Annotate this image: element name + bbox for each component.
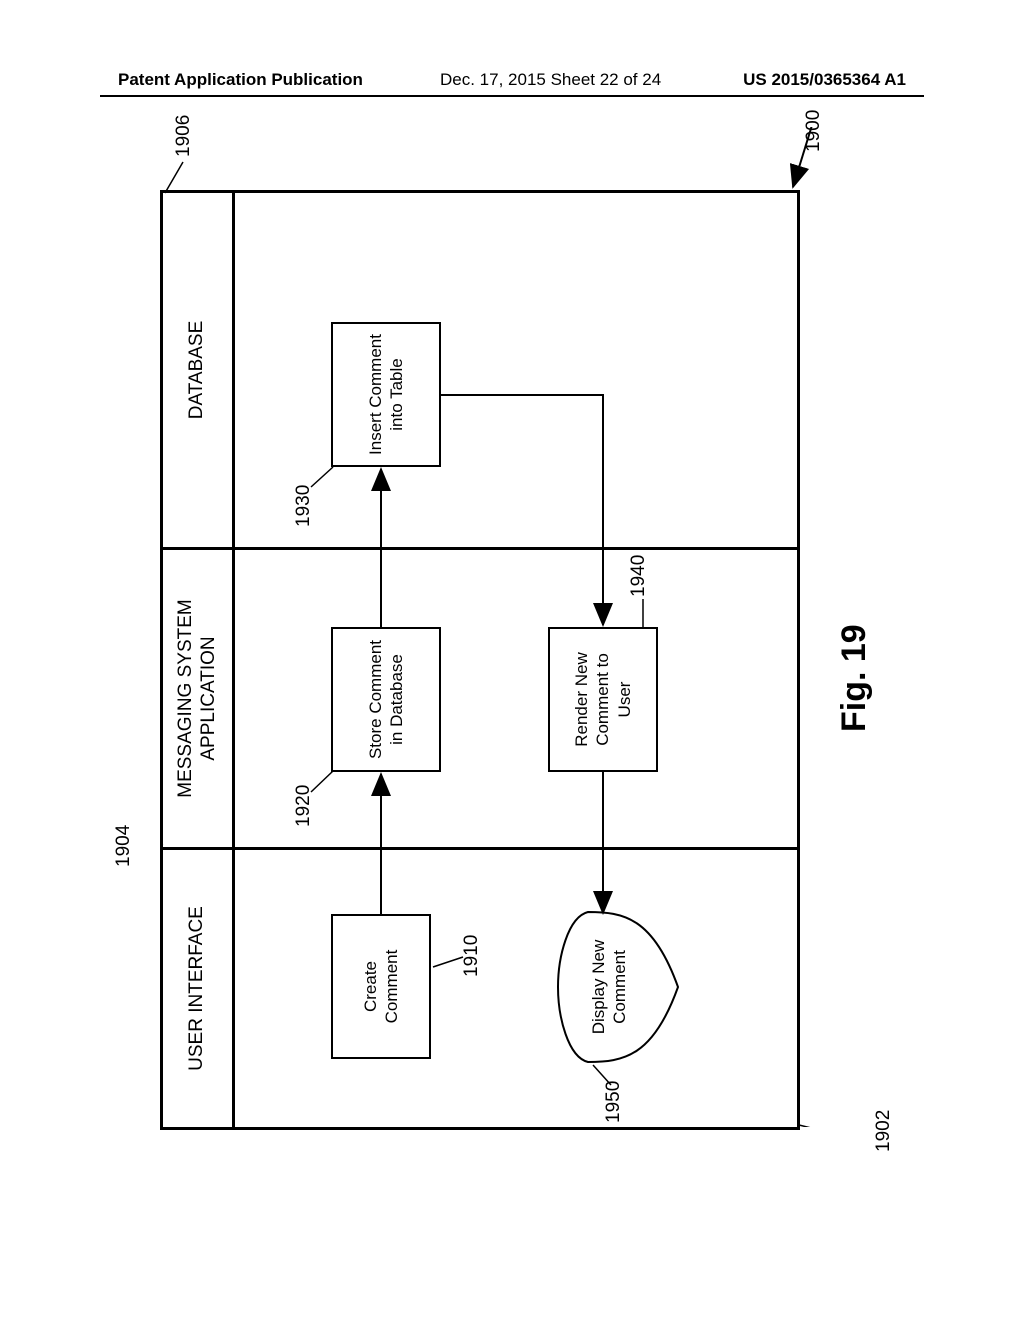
lane-user-interface: USER INTERFACE	[163, 847, 797, 1127]
figure-label: Fig. 19	[835, 624, 874, 732]
header-left-text: Patent Application Publication	[118, 70, 363, 90]
node-insert-comment: Insert Comment into Table	[331, 322, 441, 467]
node-display-comment: Display New Comment	[553, 907, 683, 1067]
lane-header-ui: USER INTERFACE	[163, 850, 235, 1127]
ref-1910: 1910	[461, 935, 483, 977]
lane-database: DATABASE	[163, 193, 797, 547]
ref-1904: 1904	[113, 825, 135, 867]
ref-1940: 1940	[628, 555, 650, 597]
node-display-comment-label: Display New Comment	[588, 907, 631, 1067]
diagram-rotated-wrapper: USER INTERFACE MESSAGING SYSTEM APPLICAT…	[10, 340, 950, 980]
node-render-comment: Render New Comment to User	[548, 627, 658, 772]
header-rule	[100, 95, 924, 97]
page: Patent Application Publication Dec. 17, …	[0, 0, 1024, 1320]
node-create-comment: Create Comment	[331, 914, 431, 1059]
swimlane-container: USER INTERFACE MESSAGING SYSTEM APPLICAT…	[160, 190, 800, 1130]
ref-1930: 1930	[293, 485, 315, 527]
header-center-text: Dec. 17, 2015 Sheet 22 of 24	[440, 70, 661, 90]
lane-messaging-app: MESSAGING SYSTEM APPLICATION	[163, 547, 797, 847]
ref-1920: 1920	[293, 785, 315, 827]
ref-1902: 1902	[873, 1110, 895, 1152]
lane-header-db: DATABASE	[163, 193, 235, 547]
header-right-text: US 2015/0365364 A1	[743, 70, 906, 90]
ref-1950: 1950	[603, 1081, 625, 1123]
ref-1906: 1906	[173, 115, 195, 157]
ref-1900: 1900	[803, 110, 825, 152]
node-store-comment: Store Comment in Database	[331, 627, 441, 772]
lane-header-app: MESSAGING SYSTEM APPLICATION	[163, 550, 235, 847]
